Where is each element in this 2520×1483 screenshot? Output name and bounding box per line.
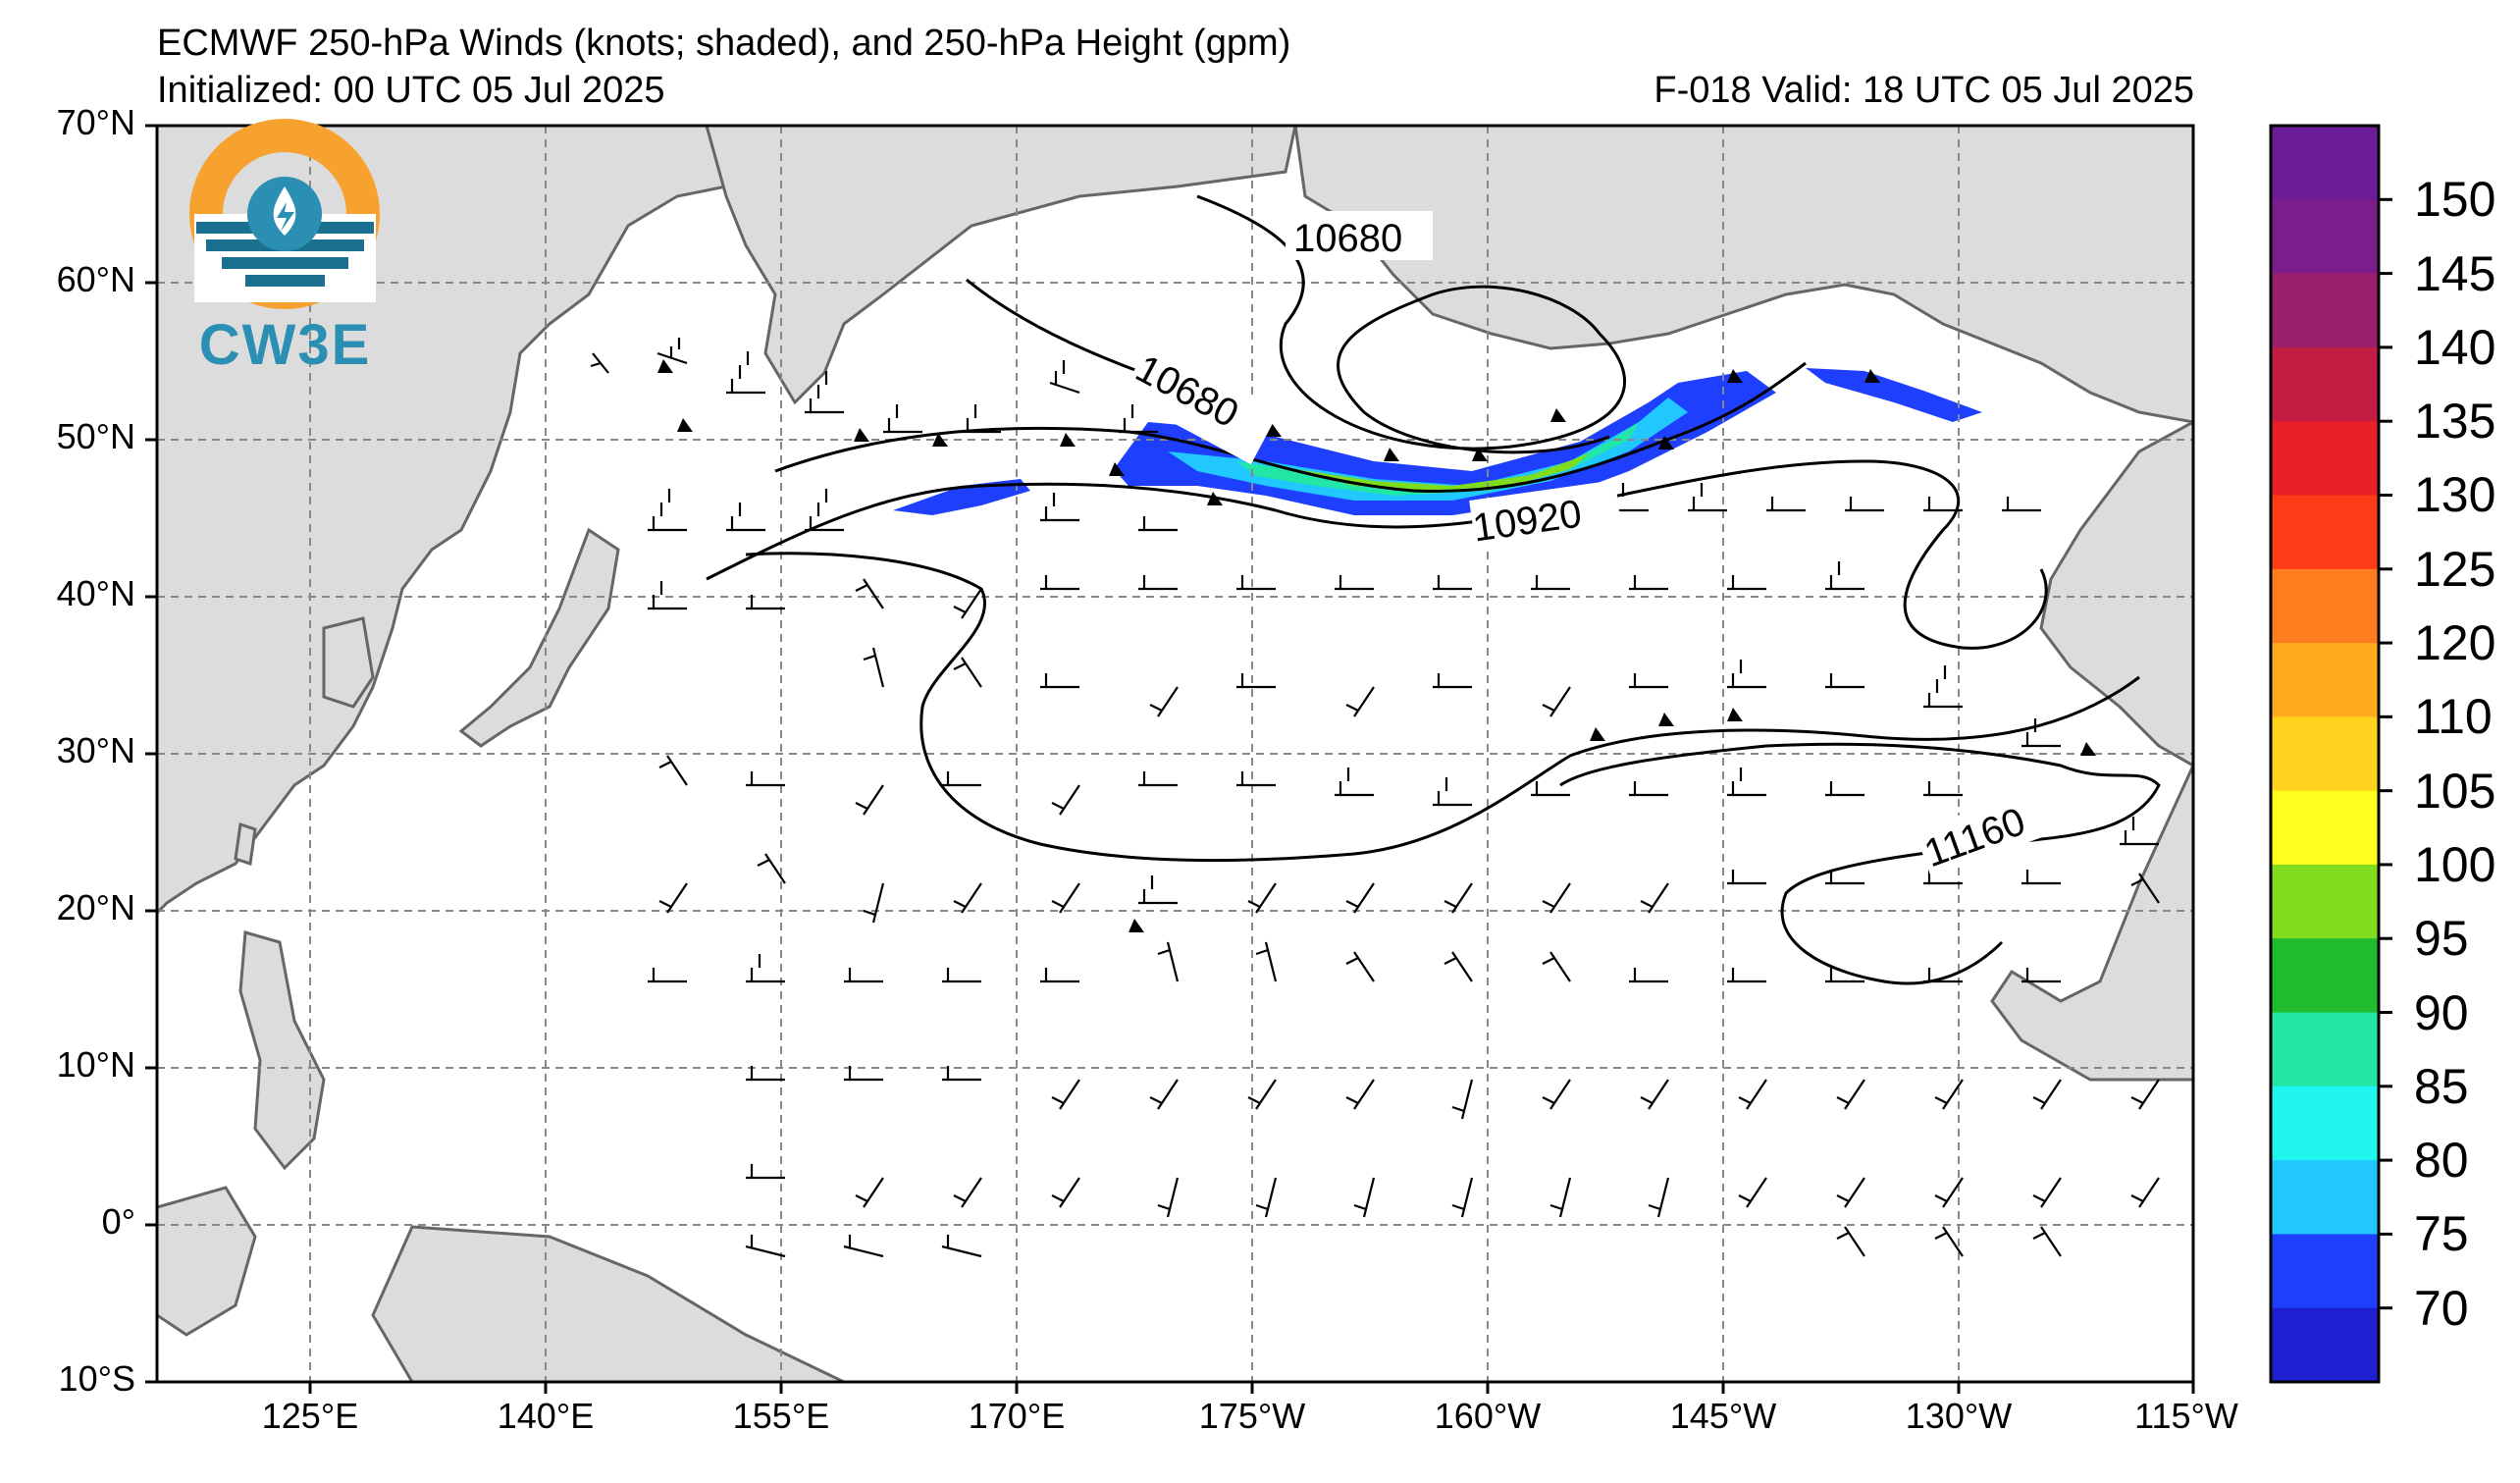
colorbar-label: 135 (2414, 394, 2496, 450)
mexico-land (1990, 765, 2193, 1082)
north-america-land (2039, 420, 2193, 768)
colorbar-label: 75 (2414, 1206, 2469, 1262)
colorbar-label: 90 (2414, 984, 2469, 1040)
colorbar-label: 70 (2414, 1280, 2469, 1336)
axis-ticks (145, 124, 2195, 1394)
new-guinea-land (371, 1225, 845, 1382)
lat-label-60n: 60°N (56, 259, 135, 299)
colorbar-bin (2271, 1234, 2379, 1309)
colorbar-bin (2271, 938, 2379, 1014)
wind-barbs (590, 338, 2160, 1258)
cw3e-logo-text: CW3E (198, 313, 372, 377)
lat-label-10n: 10°N (56, 1044, 135, 1085)
lon-label-155e: 155°E (732, 1396, 830, 1436)
lon-label-130w: 130°W (1905, 1396, 2013, 1436)
height-contours (706, 194, 2161, 985)
colorbar-bin (2271, 346, 2379, 422)
colorbar-label: 145 (2414, 245, 2496, 301)
colorbar-bin (2271, 716, 2379, 792)
contour-10800 (774, 361, 1807, 493)
map-body (157, 126, 2193, 1382)
contour-label-10680-a: 10680 (1293, 217, 1402, 260)
lon-label-125e: 125°E (261, 1396, 359, 1436)
kamchatka-land (705, 126, 1297, 405)
lat-label-50n: 50°N (56, 416, 135, 456)
contour-11160 (1559, 742, 2161, 985)
lat-label-40n: 40°N (56, 573, 135, 613)
colorbar-bin (2271, 421, 2379, 496)
lat-label-10s: 10°S (58, 1358, 135, 1399)
jet-band-west (893, 479, 1030, 515)
colorbar-bin (2271, 568, 2379, 644)
wind-pennants (657, 359, 2096, 932)
colorbar (2269, 124, 2392, 1384)
map-title: ECMWF 250-hPa Winds (knots; shaded), and… (157, 23, 1291, 64)
colorbar-label: 105 (2414, 763, 2496, 819)
contour-10680 (966, 194, 1626, 454)
borneo-land (157, 1186, 257, 1337)
colorbar-bin (2271, 1012, 2379, 1087)
colorbar-label: 120 (2414, 615, 2496, 671)
jet-band-east (1806, 368, 1982, 422)
colorbar-bin (2271, 864, 2379, 939)
philippines-land (238, 930, 326, 1171)
alaska-land (1293, 126, 2193, 424)
colorbar-label: 80 (2414, 1133, 2469, 1189)
lon-label-175w: 175°W (1198, 1396, 1306, 1436)
colorbar-label: 130 (2414, 467, 2496, 523)
valid-time: F-018 Valid: 18 UTC 05 Jul 2025 (1654, 70, 2194, 111)
colorbar-bin (2271, 199, 2379, 275)
colorbar-label: 125 (2414, 541, 2496, 597)
colorbar-bin (2271, 126, 2379, 200)
initialized-time: Initialized: 00 UTC 05 Jul 2025 (157, 70, 665, 111)
colorbar-bin (2271, 1307, 2379, 1383)
lat-label-70n: 70°N (56, 102, 135, 142)
korea-land (322, 616, 375, 709)
contour-11040 (745, 552, 2140, 863)
cw3e-logo: CW3E (175, 116, 395, 377)
colorbar-bin (2271, 273, 2379, 348)
colorbar-bin (2271, 1160, 2379, 1235)
lon-label-140e: 140°E (497, 1396, 595, 1436)
lon-label-145w: 145°W (1669, 1396, 1777, 1436)
colorbar-label: 85 (2414, 1058, 2469, 1114)
colorbar-bin (2271, 790, 2379, 866)
lat-label-30n: 30°N (56, 730, 135, 770)
colorbar-label: 150 (2414, 172, 2496, 228)
colorbar-bin (2271, 1086, 2379, 1161)
taiwan-land (234, 822, 257, 866)
colorbar-label: 110 (2414, 689, 2493, 745)
jet-band-100kt (1295, 453, 1590, 491)
contour-10920 (706, 459, 2048, 650)
colorbar-label: 100 (2414, 836, 2496, 892)
cw3e-logo-icon (189, 119, 380, 309)
lon-label-170e: 170°E (968, 1396, 1066, 1436)
japan-land (458, 527, 620, 748)
lon-label-115w: 115°W (2134, 1396, 2238, 1436)
lat-label-20n: 20°N (56, 887, 135, 927)
colorbar-label: 95 (2414, 911, 2469, 967)
asia-land (157, 126, 728, 916)
lon-label-160w: 160°W (1434, 1396, 1542, 1436)
lat-label-0: 0° (101, 1201, 135, 1242)
colorbar-bin (2271, 643, 2379, 717)
colorbar-bin (2271, 495, 2379, 570)
colorbar-label: 140 (2414, 319, 2496, 375)
graticule (157, 126, 2193, 1382)
